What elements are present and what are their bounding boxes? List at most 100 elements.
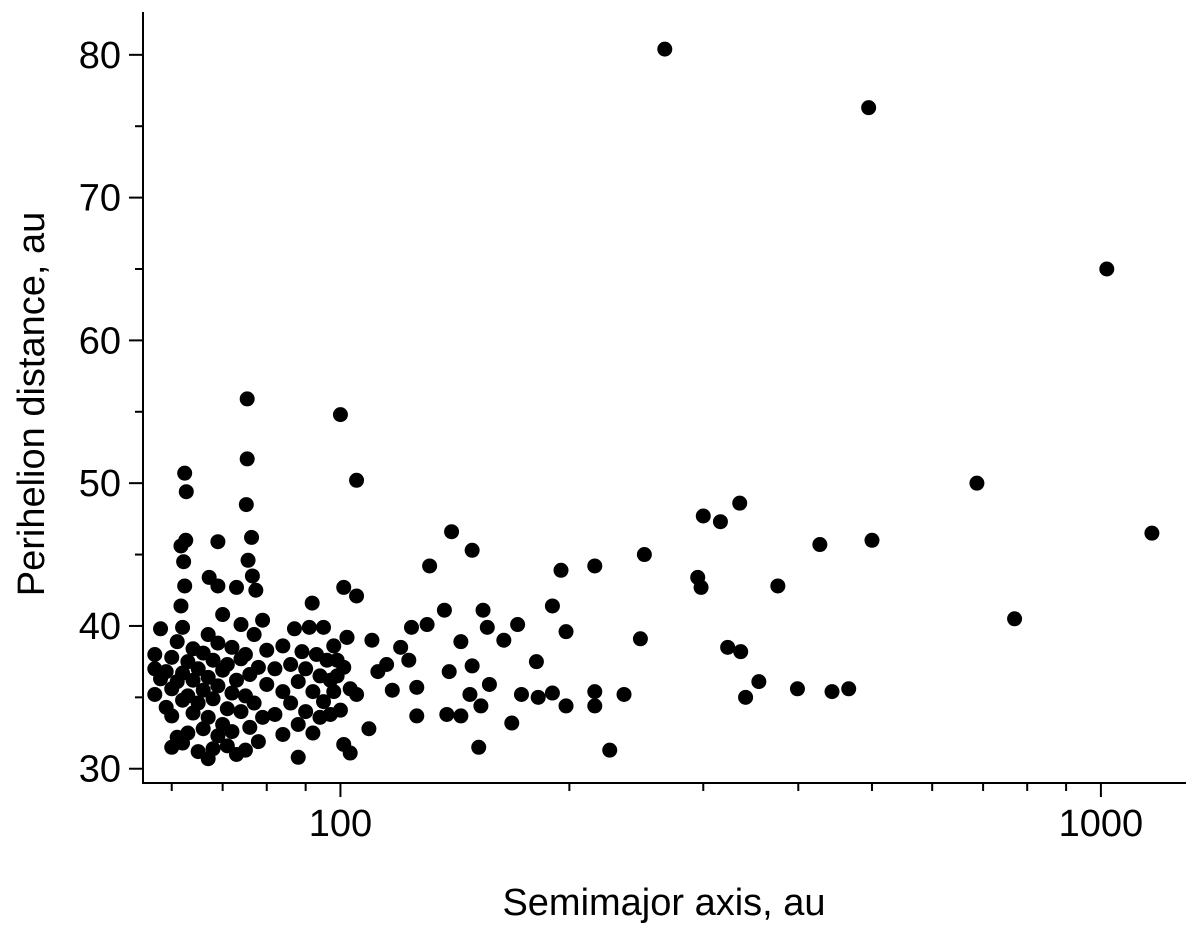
point xyxy=(657,41,673,57)
point xyxy=(349,472,365,488)
point xyxy=(738,689,754,705)
y-tick-label: 80 xyxy=(79,35,121,77)
point xyxy=(409,708,425,724)
point xyxy=(177,465,193,481)
point xyxy=(153,621,169,637)
point xyxy=(275,726,291,742)
point xyxy=(210,678,226,694)
point xyxy=(233,704,249,720)
point xyxy=(175,619,191,635)
y-tick-label: 40 xyxy=(79,606,121,648)
point xyxy=(602,742,618,758)
point xyxy=(210,534,226,550)
point xyxy=(250,734,266,750)
point xyxy=(301,619,317,635)
point xyxy=(453,708,469,724)
point xyxy=(422,558,438,574)
point xyxy=(479,619,495,635)
point xyxy=(246,627,262,643)
point xyxy=(255,709,271,725)
point xyxy=(336,659,352,675)
point xyxy=(169,634,185,650)
point xyxy=(401,652,417,668)
point xyxy=(364,632,380,648)
point xyxy=(342,681,358,697)
y-tick-label: 60 xyxy=(79,320,121,362)
point xyxy=(283,695,299,711)
point xyxy=(255,612,271,628)
point xyxy=(464,542,480,558)
point xyxy=(259,642,275,658)
point xyxy=(305,725,321,741)
point xyxy=(326,684,342,700)
point xyxy=(384,682,400,698)
point xyxy=(789,681,805,697)
point xyxy=(158,664,174,680)
point xyxy=(1099,261,1115,277)
point xyxy=(349,588,365,604)
point xyxy=(471,739,487,755)
point xyxy=(250,659,266,675)
point xyxy=(233,617,249,633)
point xyxy=(283,656,299,672)
point xyxy=(441,664,457,680)
point xyxy=(403,619,419,635)
point xyxy=(632,631,648,647)
point xyxy=(544,685,560,701)
point xyxy=(229,672,245,688)
point xyxy=(244,529,260,545)
point xyxy=(751,674,767,690)
point xyxy=(587,698,603,714)
point xyxy=(861,100,877,116)
point xyxy=(481,676,497,692)
point xyxy=(409,679,425,695)
point xyxy=(237,647,253,662)
point xyxy=(298,704,314,720)
point xyxy=(290,749,306,765)
point xyxy=(312,668,328,684)
point xyxy=(178,484,194,500)
point xyxy=(558,698,574,714)
point xyxy=(393,639,409,655)
point xyxy=(239,391,255,407)
point xyxy=(453,634,469,650)
y-tick-label: 50 xyxy=(79,463,121,505)
point xyxy=(473,698,489,714)
point xyxy=(319,652,335,668)
point xyxy=(1007,611,1023,627)
point xyxy=(215,607,231,623)
point xyxy=(219,701,235,717)
point xyxy=(239,451,255,467)
point xyxy=(210,578,226,594)
point xyxy=(969,475,985,491)
point xyxy=(513,686,529,702)
point xyxy=(185,672,201,688)
point xyxy=(332,702,348,718)
point xyxy=(275,638,291,654)
point xyxy=(342,745,358,761)
point xyxy=(237,742,253,758)
point xyxy=(248,582,264,598)
point xyxy=(496,632,512,648)
point xyxy=(200,627,216,643)
point xyxy=(259,676,275,692)
y-tick-label: 30 xyxy=(79,749,121,791)
point xyxy=(238,497,254,513)
point xyxy=(190,661,206,677)
point xyxy=(419,617,435,633)
point xyxy=(439,706,455,722)
point xyxy=(812,537,828,553)
point xyxy=(290,674,306,690)
x-tick-label: 100 xyxy=(309,803,372,845)
point xyxy=(695,508,711,524)
point xyxy=(177,578,193,594)
point xyxy=(164,708,180,724)
point xyxy=(1144,525,1160,541)
point xyxy=(267,706,283,722)
point xyxy=(636,547,652,563)
point xyxy=(587,558,603,574)
point xyxy=(616,686,632,702)
point xyxy=(147,647,163,662)
point xyxy=(210,728,226,744)
point xyxy=(286,621,302,637)
